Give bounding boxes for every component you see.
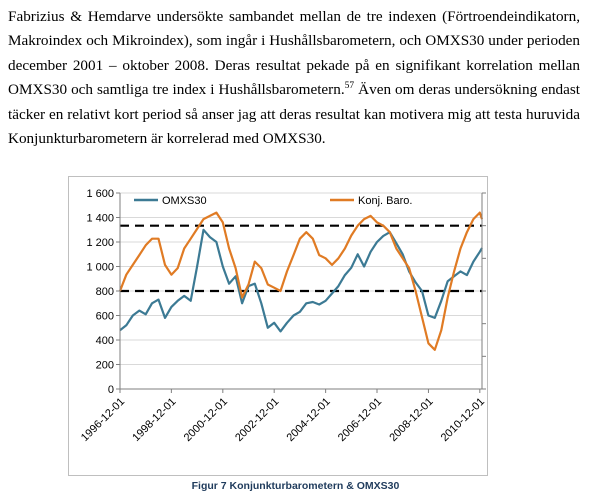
y-left-tick-label: 200: [96, 360, 114, 372]
y-left-tick-label: 600: [96, 311, 114, 323]
paragraph-text-1: Fabrizius & Hemdarve undersökte sambande…: [8, 8, 580, 99]
paragraph-text-2: Även om deras undersökning endast täcker…: [8, 81, 581, 148]
y-left-tick-label: 400: [96, 335, 114, 347]
body-paragraph: Fabrizius & Hemdarve undersökte sambande…: [8, 5, 580, 151]
axes: [116, 192, 486, 393]
y-left-tick-label: 0: [108, 384, 114, 396]
series-lines: [118, 211, 484, 351]
y-left-tick-label: 1 600: [86, 188, 114, 200]
footnote-reference[interactable]: 57: [344, 81, 355, 92]
legend: OMXS30 Konj. Baro.: [134, 195, 412, 207]
y-left-tick-label: 1 400: [86, 213, 114, 225]
legend-label: OMXS30: [162, 195, 207, 207]
y-left-tick-label: 800: [96, 286, 114, 298]
legend-label: Konj. Baro.: [358, 195, 412, 207]
figure-caption: Figur 7 Konjunkturbarometern & OMXS30: [191, 480, 400, 492]
y-left-tick-label: 1 200: [86, 237, 114, 249]
y-left-tick-label: 1 000: [86, 262, 114, 274]
series-line-konj-baro: [118, 211, 484, 351]
series-line-omxs30: [119, 228, 483, 333]
